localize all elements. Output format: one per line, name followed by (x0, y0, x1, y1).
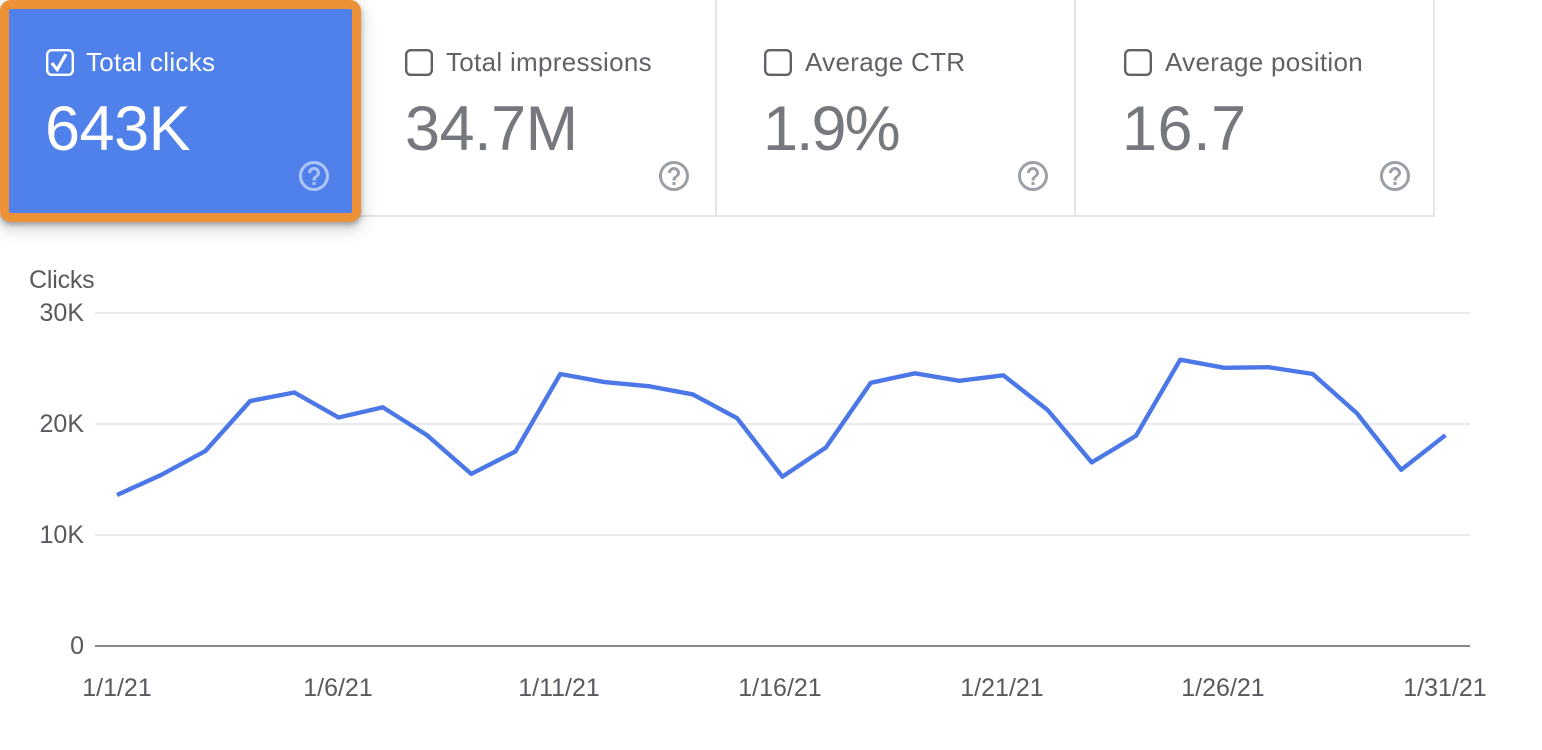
svg-text:1/11/21: 1/11/21 (518, 674, 600, 702)
svg-text:1/1/21: 1/1/21 (82, 674, 152, 702)
svg-text:1/6/21: 1/6/21 (303, 674, 373, 702)
svg-text:30K: 30K (40, 299, 85, 327)
svg-text:Clicks: Clicks (29, 266, 94, 294)
svg-text:20K: 20K (40, 410, 85, 438)
svg-text:1/31/21: 1/31/21 (1403, 674, 1486, 702)
svg-text:0: 0 (70, 632, 84, 660)
svg-text:1/16/21: 1/16/21 (738, 674, 821, 702)
svg-text:1/26/21: 1/26/21 (1181, 674, 1264, 702)
svg-text:10K: 10K (40, 521, 85, 549)
svg-text:1/21/21: 1/21/21 (960, 674, 1043, 702)
